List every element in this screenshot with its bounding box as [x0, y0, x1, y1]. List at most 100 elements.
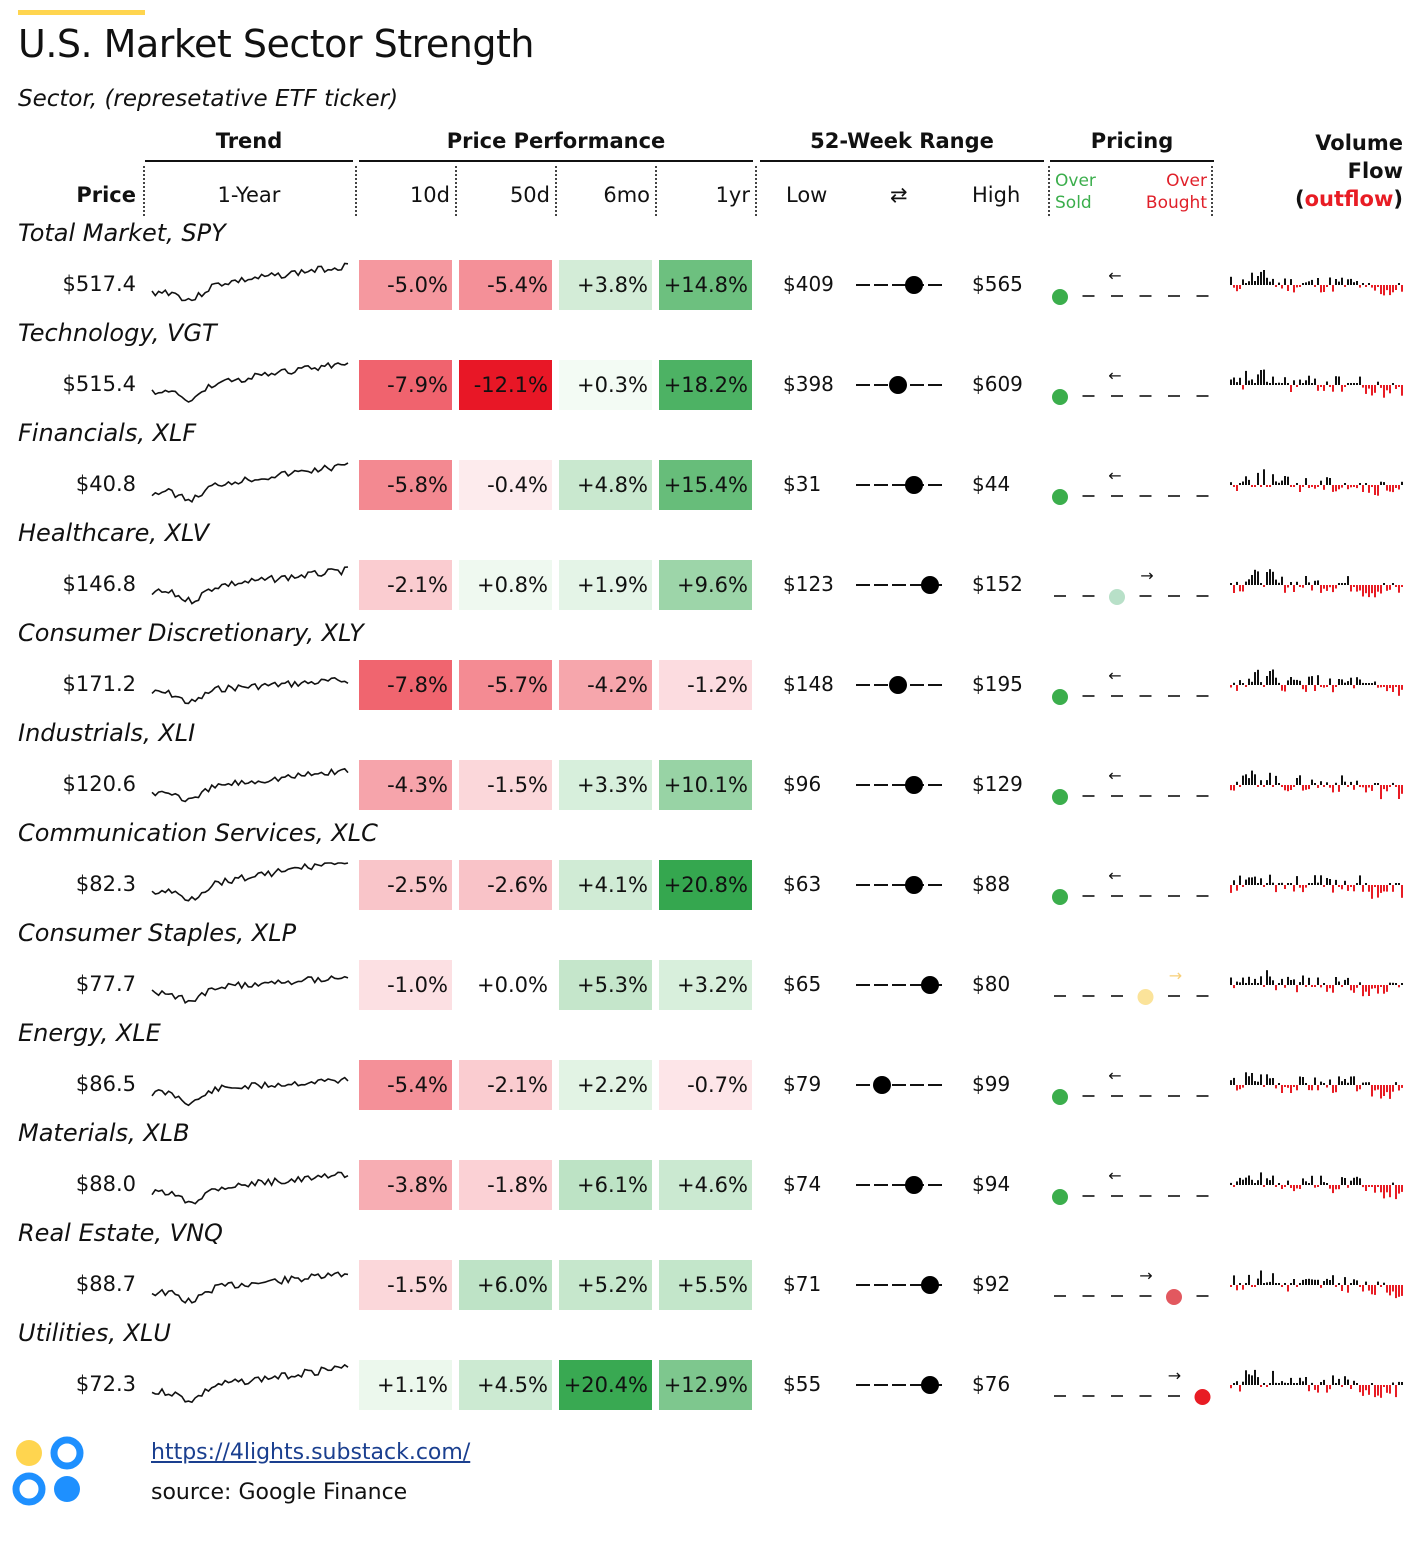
- volume-bar: [1287, 585, 1289, 588]
- volume-bar: [1359, 285, 1361, 288]
- volume-bar: [1275, 677, 1277, 685]
- volume-bar: [1239, 1177, 1241, 1185]
- volume-bar: [1284, 1185, 1286, 1187]
- volume-bar: [1395, 785, 1397, 787]
- volume-bar: [1299, 1377, 1301, 1385]
- volume-bar: [1275, 383, 1277, 385]
- volume-bar: [1350, 677, 1352, 685]
- volume-bar: [1323, 585, 1325, 589]
- volume-bar: [1248, 380, 1250, 385]
- volume-bar: [1257, 1377, 1259, 1385]
- perf-cell-m6: +3.3%: [559, 760, 652, 810]
- perf-cell-d10: -4.3%: [359, 760, 452, 810]
- page-subtitle: Sector, (represetative ETF ticker): [18, 86, 399, 112]
- d10-separator: [455, 166, 457, 216]
- volume-bar: [1296, 1383, 1298, 1385]
- col-6mo: 6mo: [603, 183, 650, 207]
- volume-bar: [1317, 385, 1319, 391]
- volume-bar: [1260, 271, 1262, 285]
- volume-bar: [1239, 875, 1241, 885]
- sector-name: Total Market, SPY: [18, 219, 226, 247]
- overbought-label: Over Bought: [1130, 170, 1207, 214]
- volume-bar: [1272, 1273, 1274, 1285]
- volume-bar: [1287, 1085, 1289, 1088]
- volume-bar: [1371, 1085, 1373, 1097]
- volume-bar: [1389, 385, 1391, 394]
- volume-bar: [1290, 279, 1292, 285]
- sector-price: $146.8: [62, 572, 136, 596]
- volume-bar: [1290, 385, 1292, 392]
- volume-bar: [1317, 278, 1319, 285]
- volume-bar: [1278, 682, 1280, 685]
- volume-bar: [1344, 682, 1346, 685]
- volume-bar: [1245, 774, 1247, 785]
- volume-bar: [1233, 1077, 1235, 1085]
- volume-bar: [1368, 1082, 1370, 1085]
- volume-bar: [1281, 1285, 1283, 1287]
- volume-bar: [1341, 485, 1343, 488]
- volume-bar: [1287, 1285, 1289, 1292]
- volume-bar: [1317, 1185, 1319, 1187]
- volume-bar: [1365, 785, 1367, 793]
- volume-bar: [1332, 1185, 1334, 1194]
- sector-price: $88.7: [75, 1272, 136, 1296]
- volume-bar: [1395, 485, 1397, 488]
- volume-bar: [1341, 1385, 1343, 1387]
- volume-bar: [1254, 1369, 1256, 1385]
- volume-bar: [1278, 582, 1280, 585]
- range-indicator: [856, 1176, 946, 1194]
- volume-bar: [1239, 285, 1241, 289]
- volume-bar: [1308, 676, 1310, 685]
- volume-bar: [1368, 283, 1370, 285]
- volume-bar: [1329, 678, 1331, 685]
- volume-bar: [1383, 685, 1385, 687]
- volume-bar: [1323, 885, 1325, 887]
- trend-line: [151, 862, 349, 902]
- volume-bar: [1281, 882, 1283, 885]
- volume-bar: [1266, 1074, 1268, 1085]
- volume-bar: [1353, 785, 1355, 790]
- volume-bar: [1395, 1385, 1397, 1398]
- volume-bar: [1305, 380, 1307, 385]
- volume-bar: [1350, 585, 1352, 592]
- range-low: $96: [783, 772, 822, 796]
- range-marker: [889, 676, 907, 694]
- pricing-marker: [1052, 1189, 1068, 1205]
- perf-cell-m6: +1.9%: [559, 560, 652, 610]
- pricing-direction-arrow: ←: [1108, 1066, 1121, 1085]
- volume-bar: [1308, 281, 1310, 285]
- volume-bar: [1290, 1283, 1292, 1285]
- volume-bar: [1368, 1185, 1370, 1187]
- volume-bar: [1323, 485, 1325, 490]
- volume-bar: [1389, 1385, 1391, 1394]
- range-marker: [905, 276, 923, 294]
- volume-bar: [1308, 375, 1310, 385]
- m6-separator: [655, 166, 657, 216]
- volume-bar: [1344, 583, 1346, 585]
- volume-bar: [1401, 285, 1403, 292]
- volume-bar: [1263, 585, 1265, 587]
- volume-bar: [1257, 374, 1259, 385]
- substack-link[interactable]: https://4lights.substack.com/: [151, 1440, 471, 1465]
- volume-bar: [1281, 383, 1283, 385]
- volume-bar: [1335, 1285, 1337, 1287]
- volume-bar: [1284, 685, 1286, 692]
- volume-bar: [1332, 285, 1334, 292]
- volume-bar: [1281, 685, 1283, 691]
- perf-cell-m6: +3.8%: [559, 260, 652, 310]
- volume-bar: [1380, 1185, 1382, 1193]
- volume-bar: [1335, 977, 1337, 985]
- volume-bar: [1341, 583, 1343, 585]
- volume-bar: [1275, 1185, 1277, 1187]
- volume-bar: [1236, 1181, 1238, 1185]
- volume-bar: [1374, 681, 1376, 685]
- volume-bar: [1233, 682, 1235, 685]
- volume-bar: [1269, 976, 1271, 985]
- volume-bar: [1266, 1282, 1268, 1285]
- trend-line: [151, 1363, 349, 1404]
- outflow-label: outflow: [1304, 187, 1394, 211]
- volume-bar: [1245, 283, 1247, 285]
- volume-bar: [1392, 383, 1394, 385]
- volume-bar: [1320, 385, 1322, 387]
- volume-bar: [1329, 1385, 1331, 1390]
